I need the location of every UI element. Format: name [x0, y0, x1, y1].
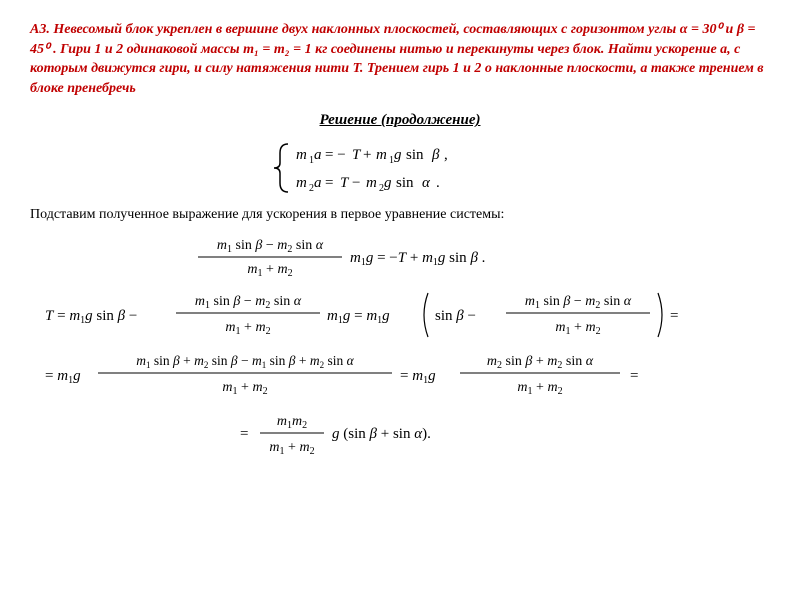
svg-text:a: a	[314, 175, 322, 191]
problem-label: А3.	[30, 22, 50, 37]
equation-substitution: m1 sin β − m2 sin α m1 + m2 m1g = −T + m…	[30, 233, 770, 281]
svg-text:.: .	[436, 175, 440, 191]
svg-text:m: m	[366, 175, 377, 191]
svg-text:T: T	[340, 175, 350, 191]
svg-text:m2 sin β + m2 sin α: m2 sin β + m2 sin α	[487, 354, 594, 371]
svg-text:=: =	[670, 308, 678, 324]
svg-text:sin: sin	[396, 175, 414, 191]
svg-text:m1 + m2: m1 + m2	[269, 440, 314, 457]
svg-text:m1g = m1g: m1g = m1g	[327, 308, 390, 326]
svg-text:= −: = −	[325, 147, 346, 163]
svg-text:m1 sin β + m2 sin β − m1 sin β: m1 sin β + m2 sin β − m1 sin β + m2 sin …	[136, 353, 354, 370]
svg-text:g: g	[394, 147, 402, 163]
svg-text:α: α	[422, 175, 431, 191]
svg-text:sin: sin	[406, 147, 424, 163]
problem-statement: А3. Невесомый блок укреплен в вершине дв…	[30, 20, 770, 98]
svg-text:a: a	[314, 147, 322, 163]
equation-t-line3: = m1m2 m1 + m2 g (sin β + sin α).	[30, 409, 770, 457]
svg-text:=: =	[325, 175, 333, 191]
svg-text:+: +	[363, 147, 371, 163]
equation-t-line1: T = m1g sin β − m1 sin β − m2 sin α m1 +…	[40, 289, 770, 341]
svg-text:m: m	[296, 175, 307, 191]
problem-text: Невесомый блок укреплен в вершине двух н…	[30, 22, 764, 96]
svg-text:T = m1g sin β −: T = m1g sin β −	[45, 308, 137, 326]
svg-text:m1 + m2: m1 + m2	[225, 320, 270, 337]
svg-text:m1 + m2: m1 + m2	[517, 380, 562, 397]
svg-text:T: T	[352, 147, 362, 163]
svg-text:m1 sin β − m2 sin α: m1 sin β − m2 sin α	[525, 294, 632, 311]
solution-title: Решение (продолжение)	[30, 112, 770, 129]
svg-text:m1 + m2: m1 + m2	[247, 262, 292, 279]
svg-text:,: ,	[444, 147, 448, 163]
svg-text:=: =	[630, 368, 638, 384]
svg-text:β: β	[431, 147, 440, 163]
svg-text:m1 + m2: m1 + m2	[555, 320, 600, 337]
svg-text:= m1g: = m1g	[45, 368, 81, 386]
svg-text:g: g	[384, 175, 392, 191]
equation-t-line2: = m1g m1 sin β + m2 sin β − m1 sin β + m…	[40, 349, 770, 401]
svg-text:m1 + m2: m1 + m2	[222, 380, 267, 397]
svg-text:= m1g: = m1g	[400, 368, 436, 386]
svg-text:m1g = −T + m1g sin β .: m1g = −T + m1g sin β .	[350, 250, 485, 268]
svg-text:m: m	[296, 147, 307, 163]
intermediate-text: Подставим полученное выражение для ускор…	[30, 207, 770, 223]
svg-text:m1m2: m1m2	[277, 414, 307, 431]
svg-text:g (sin β + sin α).: g (sin β + sin α).	[332, 426, 431, 442]
svg-text:m: m	[376, 147, 387, 163]
equation-system: m 1 a = − T + m 1 g sin β , m 2 a = T − …	[30, 139, 770, 197]
svg-text:sin β −: sin β −	[435, 308, 476, 324]
svg-text:=: =	[240, 426, 248, 442]
svg-text:m1 sin β − m2 sin α: m1 sin β − m2 sin α	[195, 294, 302, 311]
svg-text:m1 sin β − m2 sin α: m1 sin β − m2 sin α	[217, 238, 324, 255]
svg-text:−: −	[352, 175, 360, 191]
